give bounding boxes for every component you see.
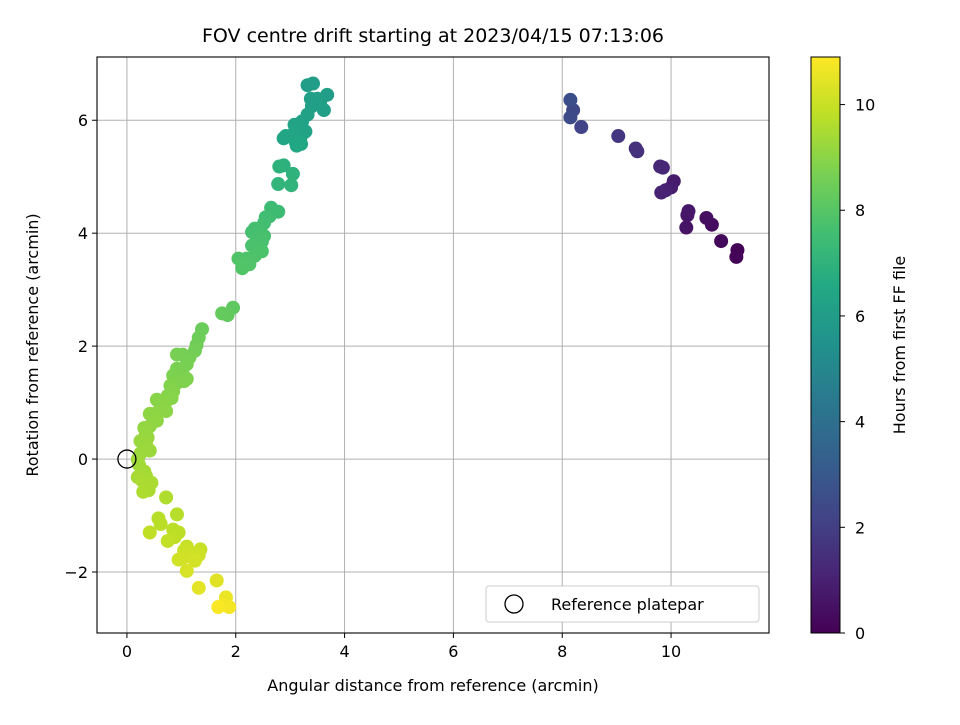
scatter-point [276, 131, 291, 146]
chart-title: FOV centre drift starting at 2023/04/15 … [202, 25, 664, 47]
scatter-point [284, 178, 299, 193]
legend-open-circle-marker [504, 594, 524, 614]
scatter-point [563, 110, 578, 125]
scatter-point [187, 553, 202, 568]
scatter-point [316, 103, 331, 118]
scatter-point [169, 347, 184, 362]
scatter-point [653, 159, 668, 174]
scatter-point [169, 507, 184, 522]
colorbar-tick-label: 2 [855, 518, 865, 537]
scatter-point [714, 234, 729, 249]
x-tick-label: 4 [339, 642, 349, 661]
scatter-point [142, 525, 157, 540]
scatter-points [130, 76, 745, 615]
scatter-point [574, 120, 589, 135]
scatter-point [611, 129, 626, 144]
y-tick-label: 4 [78, 224, 88, 243]
colorbar-tick-label: 8 [855, 201, 865, 220]
y-tick-label: 0 [78, 450, 88, 469]
scatter-point [285, 166, 300, 181]
grid [97, 57, 769, 633]
y-axis-label: Rotation from reference (arcmin) [23, 213, 42, 476]
scatter-point [563, 92, 578, 107]
legend-entry-reference-platepar: Reference platepar [551, 595, 704, 614]
scatter-point [628, 141, 643, 156]
x-tick-label: 2 [231, 642, 241, 661]
colorbar-tick-label: 10 [855, 96, 875, 115]
scatter-point [215, 306, 230, 321]
y-axis-ticks: −2 0 2 4 6 [64, 111, 97, 582]
scatter-point [153, 517, 168, 532]
scatter-point [681, 204, 696, 219]
y-tick-label: −2 [64, 563, 88, 582]
legend: Reference platepar [485, 585, 760, 623]
x-axis-ticks: 0 2 4 6 8 10 [122, 633, 681, 661]
colorbar-tick-label: 4 [855, 413, 865, 432]
colorbar-ticks: 0 2 4 6 8 10 [840, 96, 875, 643]
scatter-point [272, 159, 287, 174]
scatter-point [271, 177, 286, 192]
x-axis-label: Angular distance from reference (arcmin) [267, 676, 598, 695]
scatter-point [191, 580, 206, 595]
colorbar-label: Hours from first FF file [890, 256, 909, 435]
colorbar-gradient [810, 56, 841, 634]
scatter-point [211, 600, 226, 615]
x-tick-label: 8 [557, 642, 567, 661]
scatter-point [179, 563, 194, 578]
colorbar-tick-label: 0 [855, 624, 865, 643]
scatter-point [654, 185, 669, 200]
colorbar: 0 2 4 6 8 10 Hours from first FF file [810, 56, 909, 643]
scatter-point [289, 138, 304, 153]
x-tick-label: 0 [122, 642, 132, 661]
legend-box [485, 585, 760, 623]
y-tick-label: 6 [78, 111, 88, 130]
scatter-point [729, 249, 744, 264]
reference-platepar-marker [117, 449, 137, 469]
scatter-point [159, 490, 174, 505]
y-tick-label: 2 [78, 337, 88, 356]
scatter-point [136, 484, 151, 499]
scatter-point [679, 220, 694, 235]
scatter-point [699, 210, 714, 225]
plot-frame [96, 56, 770, 634]
x-tick-label: 6 [448, 642, 458, 661]
scatter-point [209, 573, 224, 588]
scatter-point [300, 78, 315, 93]
scatter-point [160, 533, 175, 548]
reference-marker-layer [117, 449, 137, 469]
scatter-point [171, 552, 186, 567]
x-tick-label: 10 [661, 642, 681, 661]
colorbar-tick-label: 6 [855, 307, 865, 326]
scatter-point [222, 600, 237, 615]
scatter-point [235, 261, 250, 276]
